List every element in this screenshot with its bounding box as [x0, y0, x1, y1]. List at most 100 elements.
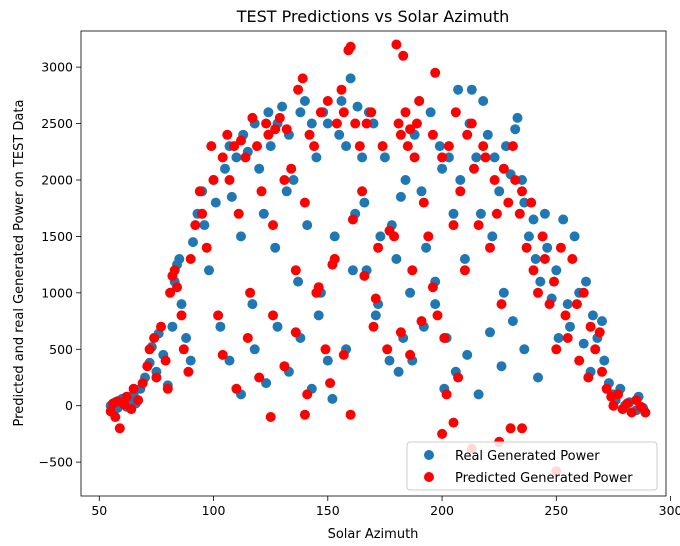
- plot-frame: [80, 30, 667, 497]
- data-point: [322, 355, 333, 366]
- data-point: [254, 372, 265, 383]
- data-point: [345, 409, 356, 420]
- data-point: [290, 265, 301, 276]
- data-point: [539, 208, 550, 219]
- data-point: [537, 231, 548, 242]
- data-point: [217, 349, 228, 360]
- x-axis-label: Solar Azimuth: [328, 527, 419, 542]
- data-point: [197, 208, 208, 219]
- data-point: [423, 231, 434, 242]
- data-point: [220, 163, 230, 174]
- data-point: [302, 220, 313, 231]
- data-point: [201, 242, 212, 253]
- data-point: [471, 152, 482, 163]
- data-point: [590, 344, 601, 355]
- data-point: [240, 152, 251, 163]
- data-point: [418, 197, 429, 208]
- data-point: [587, 310, 598, 321]
- y-axis-label: Predicted and real Generated Power on TE…: [12, 100, 27, 427]
- data-point: [455, 186, 466, 197]
- data-point: [437, 428, 448, 439]
- data-point: [338, 349, 349, 360]
- data-point: [402, 141, 413, 152]
- data-point: [453, 372, 464, 383]
- data-point: [297, 73, 308, 84]
- data-point: [585, 321, 596, 332]
- data-point: [169, 265, 180, 276]
- data-point: [261, 378, 272, 389]
- data-point: [501, 141, 511, 152]
- data-point: [439, 333, 450, 343]
- data-point: [213, 310, 224, 321]
- data-point: [526, 197, 537, 208]
- data-point: [414, 96, 425, 106]
- data-point: [400, 175, 411, 185]
- data-point: [176, 310, 187, 321]
- data-point: [485, 327, 495, 338]
- data-point: [482, 129, 493, 140]
- data-point: [208, 175, 219, 185]
- data-point: [142, 361, 153, 372]
- x-tick-label: 200: [430, 503, 454, 518]
- data-point: [167, 321, 178, 332]
- data-point: [258, 208, 269, 219]
- legend: Real Generated Power Predicted Generated…: [406, 441, 658, 491]
- data-point: [416, 316, 427, 327]
- data-point: [535, 276, 546, 287]
- chart-title: TEST Predictions vs Solar Azimuth: [236, 7, 509, 26]
- data-point: [347, 214, 358, 225]
- data-point: [279, 361, 290, 372]
- data-point: [409, 152, 420, 163]
- x-tick-label: 50: [91, 503, 107, 518]
- data-point: [114, 423, 125, 434]
- data-point: [252, 141, 262, 152]
- data-point: [281, 186, 292, 197]
- data-point: [368, 118, 379, 129]
- data-point: [311, 152, 322, 163]
- data-point: [254, 163, 265, 174]
- data-point: [295, 107, 306, 118]
- data-point: [110, 412, 121, 422]
- data-point: [313, 310, 324, 321]
- data-point: [514, 208, 525, 219]
- data-point: [441, 389, 452, 400]
- data-point: [373, 242, 384, 253]
- data-point: [507, 316, 518, 327]
- data-point: [551, 344, 562, 355]
- data-point: [172, 282, 182, 293]
- data-point: [411, 118, 422, 129]
- data-point: [393, 118, 404, 129]
- data-point: [640, 407, 651, 418]
- data-point: [188, 237, 198, 248]
- data-point: [530, 254, 541, 264]
- data-point: [425, 107, 436, 118]
- data-point: [594, 327, 605, 338]
- data-point: [443, 141, 454, 152]
- data-point: [347, 265, 358, 276]
- data-point: [370, 310, 381, 321]
- legend-box: [406, 441, 658, 491]
- data-point: [185, 355, 196, 366]
- data-point: [421, 242, 432, 253]
- data-point: [539, 254, 550, 264]
- data-point: [555, 242, 566, 253]
- data-point: [133, 395, 144, 406]
- data-point: [510, 124, 521, 135]
- legend-marker-real: [424, 450, 434, 460]
- data-point: [597, 366, 607, 377]
- data-point: [384, 225, 395, 236]
- data-point: [560, 310, 571, 321]
- data-point: [626, 407, 637, 418]
- data-point: [265, 141, 276, 152]
- data-point: [448, 417, 459, 428]
- data-point: [162, 383, 173, 394]
- data-point: [194, 186, 205, 197]
- data-point: [199, 220, 210, 231]
- data-point: [489, 152, 500, 163]
- data-point: [459, 254, 470, 264]
- data-point: [519, 344, 530, 355]
- data-point: [309, 141, 320, 152]
- data-point: [299, 409, 310, 420]
- data-point: [427, 282, 438, 293]
- data-point: [174, 254, 185, 264]
